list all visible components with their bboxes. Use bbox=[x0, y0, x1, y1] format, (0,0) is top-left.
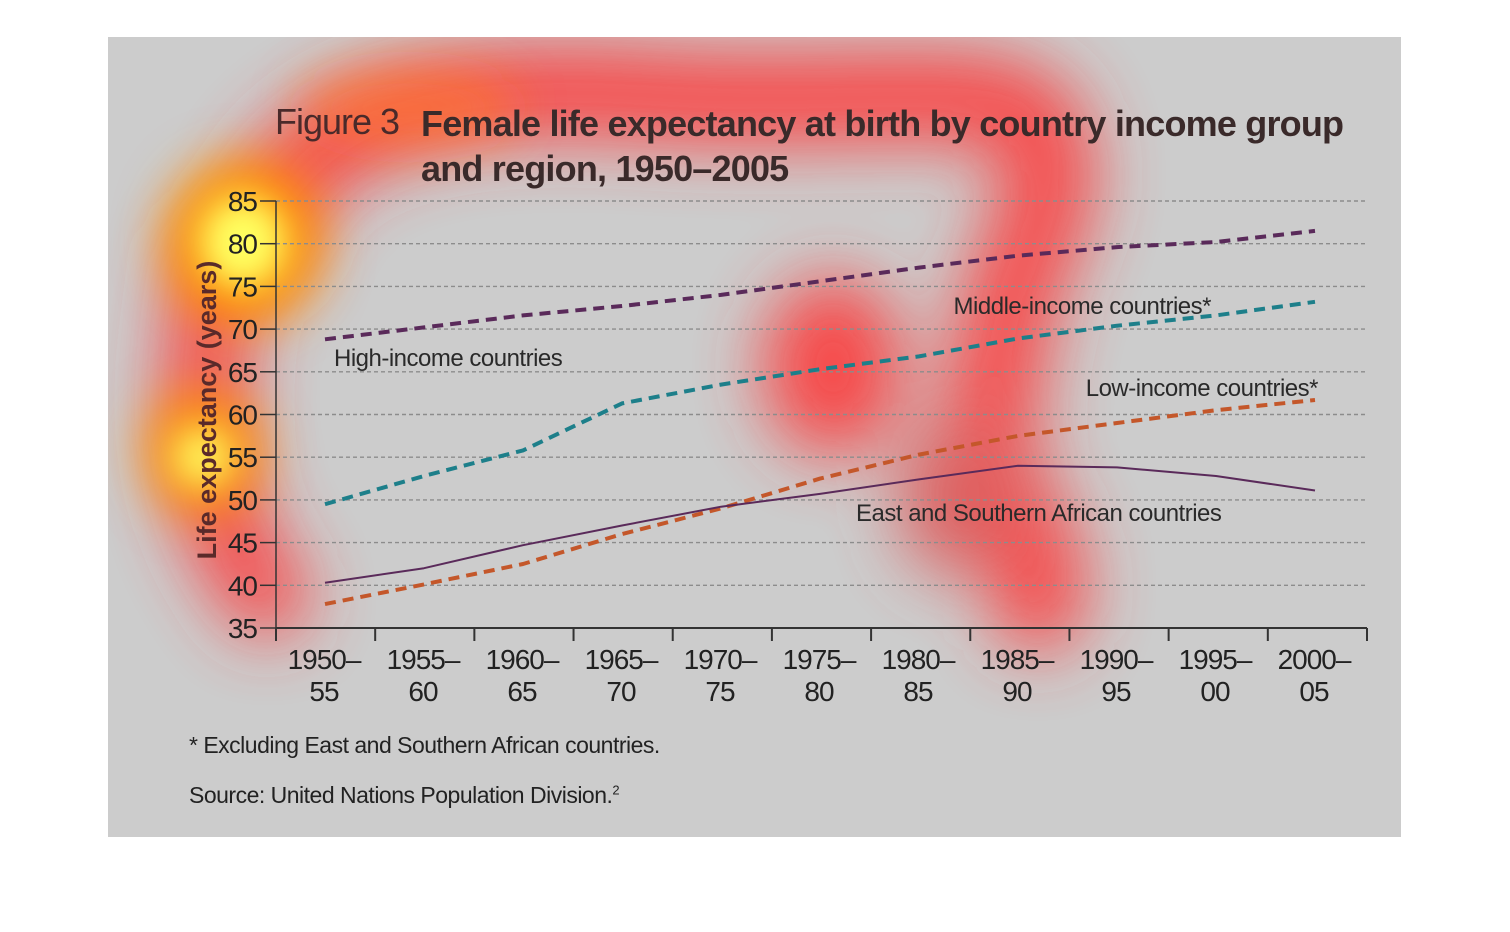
x-tick-label-line2: 75 bbox=[705, 676, 735, 707]
y-tick-label: 75 bbox=[228, 271, 258, 302]
x-tick-label-line2: 55 bbox=[309, 676, 339, 707]
x-tick-label-line2: 65 bbox=[507, 676, 537, 707]
series-label-1: Middle-income countries* bbox=[954, 293, 1212, 320]
x-tick-label: 1965– bbox=[585, 644, 659, 675]
chart-footnote: * Excluding East and Southern African co… bbox=[189, 732, 660, 758]
series-labels: High-income countries Middle-income count… bbox=[334, 293, 1319, 527]
y-tick-label: 80 bbox=[228, 229, 258, 260]
y-tick-label: 60 bbox=[228, 400, 258, 431]
x-tick-label-line2: 00 bbox=[1200, 676, 1230, 707]
x-tick-label: 1995– bbox=[1179, 644, 1253, 675]
series-label-2: Low-income countries* bbox=[1086, 375, 1318, 402]
x-tick-label-line2: 70 bbox=[606, 676, 636, 707]
x-tick-label: 1950– bbox=[288, 644, 362, 675]
y-tick-label: 55 bbox=[228, 442, 258, 473]
y-tick-label: 40 bbox=[228, 570, 258, 601]
series-label-3: East and Southern African countries bbox=[856, 500, 1222, 527]
x-tick-label-line2: 95 bbox=[1101, 676, 1131, 707]
y-tick-label: 70 bbox=[228, 314, 258, 345]
series-label-0: High-income countries bbox=[334, 345, 563, 372]
x-tick-label: 1990– bbox=[1080, 644, 1154, 675]
series-line-0 bbox=[324, 228, 1316, 342]
source-text: Source: United Nations Population Divisi… bbox=[189, 782, 613, 808]
x-tick-label: 1985– bbox=[981, 644, 1055, 675]
x-tick-label: 2000– bbox=[1278, 644, 1352, 675]
y-axis: 35 40 45 50 55 60 65 70 75 80 85 bbox=[228, 186, 277, 644]
chart-source: Source: United Nations Population Divisi… bbox=[189, 782, 620, 809]
x-tick-label: 1970– bbox=[684, 644, 758, 675]
x-tick-label: 1955– bbox=[387, 644, 461, 675]
x-tick-label-line2: 05 bbox=[1299, 676, 1329, 707]
y-tick-label: 85 bbox=[228, 186, 258, 217]
figure-number: Figure 3 bbox=[275, 101, 400, 142]
x-tick-label-line2: 90 bbox=[1002, 676, 1032, 707]
x-tick-label: 1975– bbox=[783, 644, 857, 675]
y-tick-label: 65 bbox=[228, 357, 258, 388]
x-axis: 1950–55 1955–60 1960–65 1965–70 1970–75 1975–… bbox=[275, 627, 1368, 707]
y-tick-label: 35 bbox=[228, 613, 258, 644]
x-tick-label-line2: 60 bbox=[408, 676, 438, 707]
source-reference: 2 bbox=[612, 782, 620, 798]
x-tick-label: 1980– bbox=[882, 644, 956, 675]
x-tick-label: 1960– bbox=[486, 644, 560, 675]
y-tick-label: 45 bbox=[228, 528, 258, 559]
x-tick-label-line2: 85 bbox=[903, 676, 933, 707]
y-tick-label: 50 bbox=[228, 485, 258, 516]
x-tick-label-line2: 80 bbox=[804, 676, 834, 707]
series-line-2 bbox=[324, 398, 1316, 607]
series-line-3 bbox=[324, 464, 1316, 584]
series-line-1 bbox=[324, 299, 1316, 507]
chart-title: Female life expectancy at birth by count… bbox=[421, 103, 1344, 189]
y-axis-label: Life expectancy (years) bbox=[192, 261, 222, 560]
series-lines bbox=[324, 228, 1316, 607]
